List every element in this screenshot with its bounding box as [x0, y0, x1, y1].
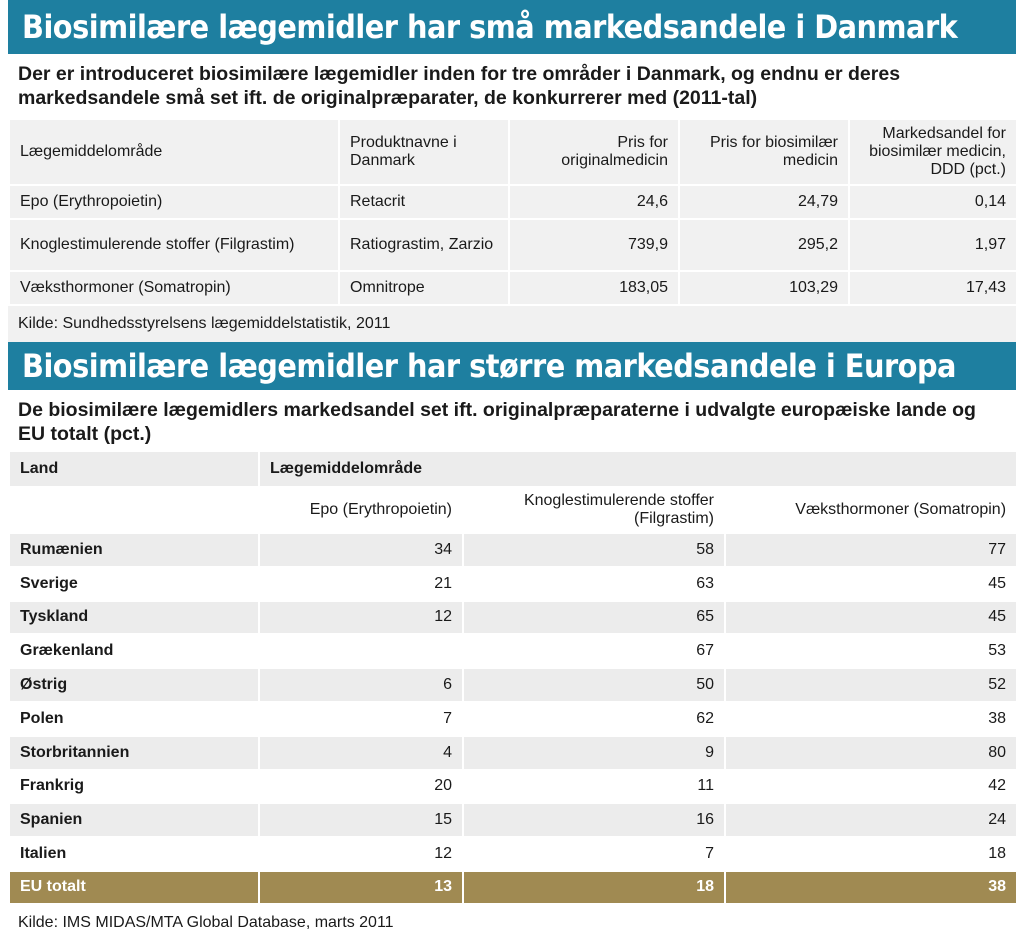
cell-somatropin: 52 [723, 667, 1019, 703]
table-row: Polen 7 62 38 [8, 700, 1019, 737]
cell-epo [258, 633, 464, 670]
cell-filgrastim: 50 [462, 667, 726, 703]
cell-somatropin: 24 [723, 802, 1019, 839]
section1-source: Kilde: Sundhedsstyrelsens lægemiddelstat… [8, 306, 1016, 342]
cell-share: 1,97 [848, 218, 1018, 272]
cell-somatropin: 77 [723, 532, 1019, 568]
header-area: Lægemiddelområde [8, 118, 340, 186]
cell-country: Polen [8, 700, 260, 737]
cell-filgrastim: 9 [462, 734, 726, 771]
cell-area: Væksthormoner (Somatropin) [8, 270, 340, 306]
section2-source: Kilde: IMS MIDAS/MTA Global Database, ma… [8, 904, 1016, 941]
cell-epo: 15 [258, 802, 464, 839]
denmark-table: Lægemiddelområde Produktnavne i Danmark … [8, 118, 1018, 306]
cell-orig-price: 183,05 [508, 270, 680, 306]
cell-filgrastim: 62 [462, 700, 726, 737]
cell-share: 17,43 [848, 270, 1018, 306]
europe-table: Land Lægemiddelområde Epo (Erythropoieti… [8, 450, 1019, 905]
cell-filgrastim: 67 [462, 633, 726, 670]
denmark-table-header: Lægemiddelområde Produktnavne i Danmark … [8, 118, 1018, 186]
header-product: Produktnavne i Danmark [338, 118, 510, 186]
table-row: Væksthormoner (Somatropin) Omnitrope 183… [8, 270, 1018, 306]
cell-country: Storbritannien [8, 734, 260, 771]
cell-country: Tyskland [8, 599, 260, 636]
cell-product: Retacrit [338, 184, 510, 220]
cell-country: Italien [8, 836, 260, 872]
cell-epo: 7 [258, 700, 464, 737]
header-market-share: Markedsandel for biosimilær medicin, DDD… [848, 118, 1018, 186]
cell-somatropin: 53 [723, 633, 1019, 670]
cell-epo: 20 [258, 768, 464, 805]
cell-country: Sverige [8, 565, 260, 602]
cell-area: Knoglestimulerende stoffer (Filgrastim) [8, 218, 340, 272]
cell-filgrastim: 58 [462, 532, 726, 568]
section1-banner: Biosimilære lægemidler har små markedsan… [8, 0, 1016, 54]
cell-filgrastim: 11 [462, 768, 726, 805]
cell-filgrastim: 63 [462, 565, 726, 602]
cell-epo: 12 [258, 836, 464, 872]
cell-epo: 6 [258, 667, 464, 703]
cell-filgrastim: 18 [462, 869, 726, 905]
cell-bio-price: 103,29 [678, 270, 850, 306]
cell-country: Spanien [8, 802, 260, 839]
table-row: Østrig 6 50 52 [8, 667, 1019, 703]
cell-epo: 12 [258, 599, 464, 636]
cell-somatropin: 80 [723, 734, 1019, 771]
table-row: Frankrig 20 11 42 [8, 768, 1019, 805]
header-group: Lægemiddelområde [257, 450, 1019, 488]
europe-table-header: Land Lægemiddelområde [8, 450, 1019, 488]
table-row: Italien 12 7 18 [8, 836, 1019, 872]
eu-total-row: EU totalt 13 18 38 [8, 869, 1019, 905]
section2-subtitle: De biosimilære lægemidlers markedsandel … [18, 399, 976, 445]
cell-somatropin: 18 [723, 836, 1019, 872]
table-row: Sverige 21 63 45 [8, 565, 1019, 602]
section2-banner: Biosimilære lægemidler har større marked… [8, 342, 1016, 390]
cell-epo: 13 [258, 869, 464, 905]
header-land: Land [8, 450, 260, 488]
cell-share: 0,14 [848, 184, 1018, 220]
cell-bio-price: 24,79 [678, 184, 850, 220]
table-row: Grækenland 67 53 [8, 633, 1019, 670]
cell-country: Østrig [8, 667, 260, 703]
cell-somatropin: 38 [723, 700, 1019, 737]
header-bio-price: Pris for biosimilær medicin [678, 118, 850, 186]
table-row: Epo (Erythropoietin) Retacrit 24,6 24,79… [8, 184, 1018, 220]
table-row: Tyskland 12 65 45 [8, 599, 1019, 636]
cell-filgrastim: 7 [462, 836, 726, 872]
cell-somatropin: 45 [723, 599, 1019, 636]
header-somatropin: Væksthormoner (Somatropin) [723, 486, 1019, 534]
table-row: Spanien 15 16 24 [8, 802, 1019, 839]
cell-epo: 21 [258, 565, 464, 602]
cell-country: Rumænien [8, 532, 260, 568]
cell-bio-price: 295,2 [678, 218, 850, 272]
cell-area: Epo (Erythropoietin) [8, 184, 340, 220]
cell-orig-price: 24,6 [508, 184, 680, 220]
cell-somatropin: 42 [723, 768, 1019, 805]
cell-country: Frankrig [8, 768, 260, 805]
header-epo: Epo (Erythropoietin) [258, 486, 464, 534]
cell-somatropin: 45 [723, 565, 1019, 602]
table-row: Rumænien 34 58 77 [8, 532, 1019, 568]
cell-orig-price: 739,9 [508, 218, 680, 272]
cell-product: Omnitrope [338, 270, 510, 306]
section1-subtitle: Der er introduceret biosimilære lægemidl… [18, 63, 901, 109]
cell-product: Ratiograstim, Zarzio [338, 218, 510, 272]
cell-epo: 34 [258, 532, 464, 568]
cell-somatropin: 38 [723, 869, 1019, 905]
cell-country: Grækenland [8, 633, 260, 670]
cell-epo: 4 [258, 734, 464, 771]
europe-table-subheader: Epo (Erythropoietin) Knoglestimulerende … [8, 486, 1019, 534]
table-row: Storbritannien 4 9 80 [8, 734, 1019, 771]
header-filgrastim: Knoglestimulerende stoffer (Filgrastim) [462, 486, 726, 534]
header-orig-price: Pris for originalmedicin [508, 118, 680, 186]
table-row: Knoglestimulerende stoffer (Filgrastim) … [8, 218, 1018, 272]
cell-country: EU totalt [8, 869, 260, 905]
header-empty [8, 486, 260, 534]
cell-filgrastim: 65 [462, 599, 726, 636]
cell-filgrastim: 16 [462, 802, 726, 839]
